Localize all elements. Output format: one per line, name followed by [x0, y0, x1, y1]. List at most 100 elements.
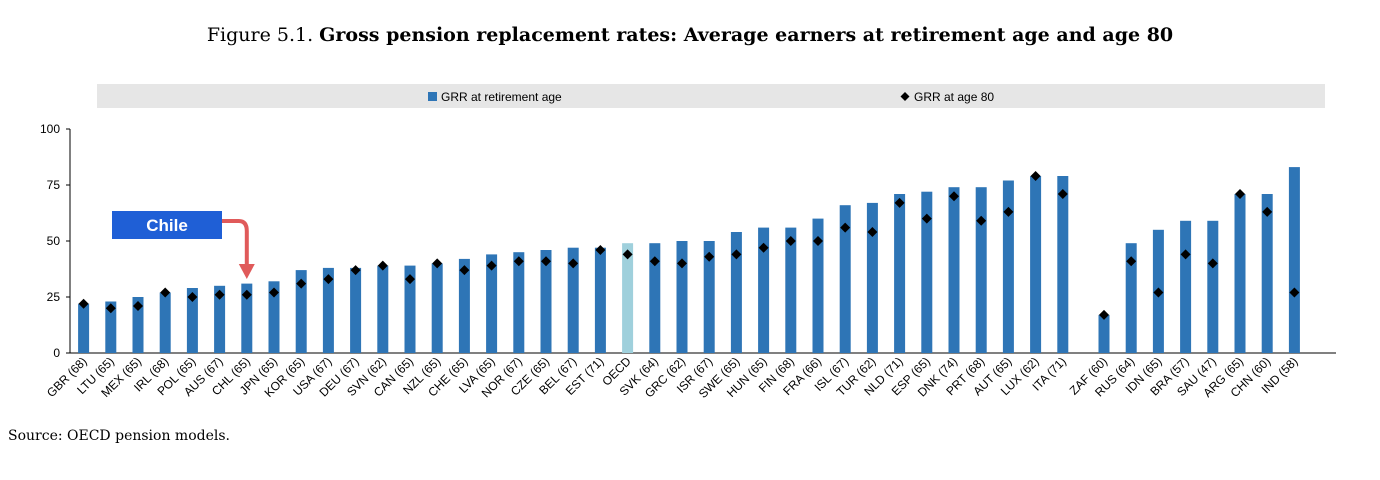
bar-chl — [241, 283, 253, 353]
marker-tur — [867, 227, 878, 237]
bar-swe — [730, 232, 742, 353]
marker-aus — [214, 289, 225, 300]
marker-chl — [241, 289, 252, 300]
marker-sau — [1207, 258, 1218, 269]
bar-jpn — [268, 281, 280, 353]
marker-aut — [1003, 206, 1014, 217]
marker-prt — [976, 215, 987, 226]
marker-cze — [541, 256, 551, 267]
bar-cze — [540, 250, 552, 353]
marker-est — [595, 245, 606, 255]
bar-gbr — [78, 303, 90, 353]
marker-lva — [486, 260, 497, 271]
bar-mex — [132, 297, 144, 353]
marker-dnk — [949, 191, 959, 202]
marker-oecd — [622, 249, 633, 260]
bar-irl — [159, 292, 171, 353]
bar-ind — [1288, 167, 1300, 353]
bar-svn — [377, 265, 389, 353]
bar-ita — [1057, 176, 1069, 353]
bar-isl — [839, 205, 851, 353]
marker-esp — [921, 213, 932, 224]
bar-usa — [322, 267, 334, 353]
callout-label: Chile — [146, 216, 188, 235]
bar-dnk — [948, 187, 960, 353]
callout-arrow-head — [238, 264, 255, 279]
marker-isl — [840, 222, 851, 233]
marker-svn — [377, 260, 388, 271]
legend-background — [97, 84, 1325, 108]
legend-label-age80: GRR at age 80 — [914, 90, 994, 104]
marker-mex — [133, 301, 143, 311]
bar-nzl — [431, 263, 443, 353]
marker-nld — [894, 197, 905, 208]
figure-title-text: Gross pension replacement rates: Average… — [319, 24, 1174, 46]
bar-aus — [214, 285, 226, 353]
bar-che — [458, 258, 470, 353]
bar-zaf — [1098, 314, 1110, 353]
marker-can — [405, 274, 415, 285]
marker-swe — [731, 249, 742, 260]
bar-grc — [676, 241, 688, 353]
legend-diamond-marker — [900, 92, 910, 101]
bar-chn — [1261, 194, 1273, 353]
bar-esp — [921, 191, 933, 353]
marker-kor — [296, 278, 307, 289]
marker-fra — [813, 236, 823, 246]
bar-nld — [894, 194, 906, 353]
bar-hun — [758, 227, 770, 353]
bar-pol — [186, 288, 198, 353]
marker-chn — [1262, 206, 1273, 217]
bar-arg — [1234, 194, 1246, 353]
bar-fra — [812, 218, 824, 353]
figure-title: Figure 5.1. Gross pension replacement ra… — [0, 24, 1380, 46]
bar-oecd — [622, 243, 634, 353]
marker-isr — [704, 251, 715, 262]
marker-zaf — [1099, 309, 1109, 320]
bar-fin — [785, 227, 797, 353]
marker-nzl — [432, 258, 443, 269]
legend-bar-swatch — [428, 92, 437, 101]
bar-chart: GRR at retirement age GRR at age 80 0 25 50 7… — [40, 84, 1336, 401]
bar-lux — [1030, 176, 1042, 353]
y-tick-label: 0 — [53, 346, 60, 360]
marker-lux — [1030, 171, 1041, 181]
marker-fin — [785, 236, 796, 246]
marker-ind — [1289, 287, 1300, 298]
y-tick-label: 25 — [47, 290, 61, 304]
marker-che — [459, 265, 470, 276]
bar-deu — [350, 267, 362, 353]
bar-kor — [295, 270, 307, 353]
bar-nor — [513, 252, 525, 353]
callout-arrow-line — [218, 219, 249, 266]
marker-svk — [649, 256, 660, 267]
bar-can — [404, 265, 416, 353]
bar-lva — [486, 254, 498, 353]
marker-jpn — [269, 287, 279, 298]
marker-usa — [323, 274, 334, 285]
marker-ltu — [105, 303, 116, 314]
source-note: Source: OECD pension models. — [8, 428, 230, 444]
marker-rus — [1126, 256, 1137, 267]
bar-est — [594, 247, 606, 353]
marker-gbr — [78, 298, 89, 309]
marker-bel — [568, 258, 579, 269]
bar-ltu — [105, 301, 117, 353]
marker-hun — [758, 242, 769, 253]
marker-idn — [1153, 287, 1164, 298]
bar-sau — [1207, 220, 1219, 353]
bar-isr — [703, 241, 715, 353]
marker-arg — [1235, 189, 1245, 199]
y-tick-label: 50 — [47, 234, 61, 248]
marker-nor — [513, 256, 524, 267]
bar-svk — [649, 243, 661, 353]
bar-prt — [975, 187, 987, 353]
bar-tur — [866, 202, 878, 353]
callout-box — [112, 211, 222, 239]
y-tick-label: 75 — [47, 178, 61, 192]
legend-label-retirement: GRR at retirement age — [441, 90, 562, 104]
marker-ita — [1057, 189, 1068, 199]
figure-label: Figure 5.1. — [206, 24, 314, 46]
marker-bra — [1180, 249, 1191, 260]
marker-deu — [350, 265, 361, 276]
